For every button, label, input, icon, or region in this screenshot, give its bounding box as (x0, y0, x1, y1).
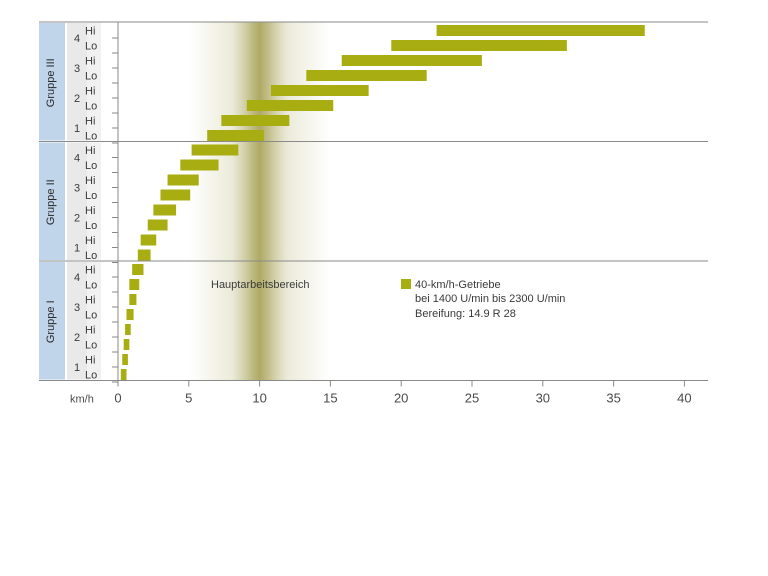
speed-range-bar (246, 100, 334, 111)
x-tick-label: 25 (465, 391, 479, 406)
gear-number-label: 1 (74, 362, 80, 374)
legend-note-tyres: Bereifung: 14.9 R 28 (415, 308, 516, 320)
gear-number-label: 2 (74, 93, 80, 105)
x-tick-label: 30 (536, 391, 550, 406)
x-tick-label: 20 (394, 391, 408, 406)
gear-number-label: 3 (74, 183, 80, 195)
range-label: Hi (85, 265, 95, 277)
legend-label: 40-km/h-Getriebe (415, 279, 501, 291)
speed-range-bar (167, 174, 199, 186)
speed-range-bar (147, 219, 168, 231)
range-label: Lo (85, 41, 97, 53)
gear-number-label: 3 (74, 302, 80, 314)
speed-range-bar (207, 130, 264, 141)
x-axis-label: km/h (70, 394, 94, 406)
gear-number-label: 1 (74, 123, 80, 135)
x-tick-label: 40 (677, 391, 691, 406)
group-label-box (39, 142, 65, 260)
range-label: Lo (85, 71, 97, 83)
speed-range-bar (341, 55, 482, 66)
legend-note-rpm: bei 1400 U/min bis 2300 U/min (415, 293, 565, 305)
main-working-range-band (188, 22, 331, 381)
range-label: Hi (85, 86, 95, 98)
range-label: Hi (85, 56, 95, 68)
range-label: Hi (85, 26, 95, 38)
range-label: Hi (85, 116, 95, 128)
gear-number-column (67, 262, 87, 380)
speed-range-bar (306, 70, 427, 81)
speed-range-bar (129, 279, 140, 290)
range-label: Lo (85, 101, 97, 113)
range-label: Hi (85, 295, 95, 307)
range-label: Hi (85, 235, 95, 247)
range-label: Hi (85, 355, 95, 367)
speed-range-bar (126, 309, 134, 320)
group-name-label: Gruppe III (45, 58, 57, 107)
x-tick-label: 10 (252, 391, 266, 406)
group-name-label: Gruppe II (45, 179, 57, 225)
range-label: Hi (85, 325, 95, 337)
range-label: Lo (85, 131, 97, 143)
gear-number-label: 2 (74, 213, 80, 225)
range-label: Lo (85, 340, 97, 352)
range-label: Hi (85, 175, 95, 187)
range-label: Lo (85, 370, 97, 382)
range-label-column (87, 262, 101, 380)
gear-number-label: 4 (74, 272, 80, 284)
group-label-box (39, 23, 65, 141)
range-label: Lo (85, 220, 97, 232)
gear-number-label: 3 (74, 63, 80, 75)
speed-range-bar (123, 339, 130, 350)
range-label: Lo (85, 250, 97, 262)
speed-range-bar (120, 369, 127, 380)
range-label: Hi (85, 145, 95, 157)
group-name-label: Gruppe I (45, 300, 57, 343)
x-tick-label: 0 (114, 391, 121, 406)
x-tick-label: 5 (185, 391, 192, 406)
gear-number-label: 4 (74, 153, 80, 165)
range-label: Lo (85, 310, 97, 322)
speed-range-bar (221, 115, 290, 126)
speed-range-bar (391, 40, 567, 51)
legend-swatch (401, 279, 411, 289)
speed-range-bar (132, 264, 144, 275)
gear-number-column (67, 23, 87, 141)
range-label: Hi (85, 205, 95, 217)
speed-range-bar (122, 354, 128, 365)
range-label: Lo (85, 190, 97, 202)
speed-range-bar (125, 324, 131, 335)
range-label: Lo (85, 280, 97, 292)
speed-range-bar (153, 204, 177, 216)
speed-range-bar (191, 144, 239, 156)
speed-range-bar (129, 294, 137, 305)
range-label-column (87, 23, 101, 141)
gear-number-label: 1 (74, 243, 80, 255)
speed-range-bar (180, 159, 219, 171)
gear-number-column (67, 142, 87, 260)
main-working-range-label: Hauptarbeitsbereich (211, 279, 309, 291)
speed-range-bar (160, 189, 191, 201)
x-tick-label: 15 (323, 391, 337, 406)
x-tick-label: 35 (606, 391, 620, 406)
speed-range-bar (140, 234, 157, 246)
range-label: Lo (85, 160, 97, 172)
gear-number-label: 4 (74, 33, 80, 45)
speed-range-bar (270, 85, 369, 96)
speed-range-bar (436, 25, 645, 36)
speed-range-bar (137, 249, 151, 261)
group-label-box (39, 262, 65, 380)
range-label-column (87, 142, 101, 260)
gear-number-label: 2 (74, 332, 80, 344)
